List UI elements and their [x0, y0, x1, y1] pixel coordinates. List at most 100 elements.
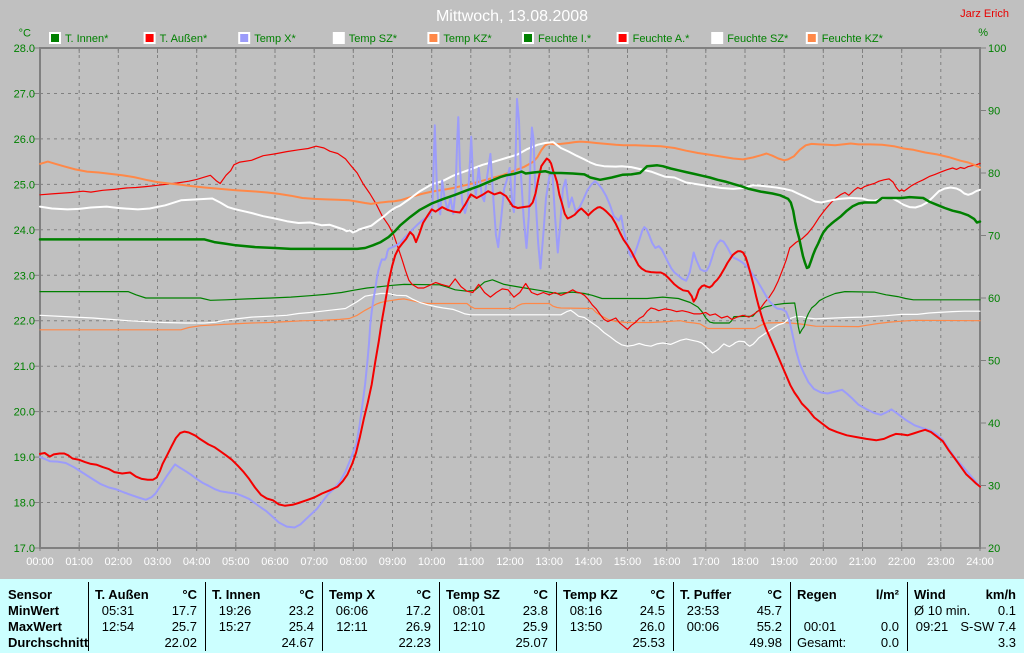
svg-text:T. Außen*: T. Außen*	[160, 33, 208, 45]
svg-text:27.0: 27.0	[14, 89, 35, 101]
svg-text:22:00: 22:00	[888, 556, 916, 568]
svg-text:0.0: 0.0	[881, 635, 899, 650]
svg-text:22.02: 22.02	[164, 635, 197, 650]
svg-text:80: 80	[988, 168, 1000, 180]
svg-text:26.9: 26.9	[406, 619, 431, 634]
svg-text:25.53: 25.53	[632, 635, 665, 650]
svg-text:30: 30	[988, 481, 1000, 493]
svg-text:17.2: 17.2	[406, 603, 431, 618]
svg-text:19:00: 19:00	[770, 556, 798, 568]
svg-text:°C: °C	[533, 587, 548, 602]
svg-text:25.4: 25.4	[289, 619, 314, 634]
svg-text:03:00: 03:00	[144, 556, 172, 568]
svg-text:Durchschnitt: Durchschnitt	[8, 635, 89, 650]
svg-text:12:54: 12:54	[102, 619, 135, 634]
svg-text:50: 50	[988, 356, 1000, 368]
svg-text:%: %	[978, 27, 988, 39]
svg-text:T. Innen: T. Innen	[212, 587, 260, 602]
svg-text:Feuchte KZ*: Feuchte KZ*	[822, 33, 884, 45]
svg-text:25.07: 25.07	[515, 635, 548, 650]
svg-text:08:01: 08:01	[453, 603, 486, 618]
svg-text:19:26: 19:26	[219, 603, 252, 618]
svg-text:24.0: 24.0	[14, 225, 35, 237]
svg-text:Wind: Wind	[914, 587, 946, 602]
svg-text:26.0: 26.0	[14, 134, 35, 146]
svg-text:60: 60	[988, 293, 1000, 305]
svg-text:04:00: 04:00	[183, 556, 211, 568]
svg-text:15:00: 15:00	[614, 556, 642, 568]
svg-text:20:00: 20:00	[810, 556, 838, 568]
svg-text:18.0: 18.0	[14, 498, 35, 510]
svg-text:21:00: 21:00	[849, 556, 877, 568]
svg-text:25.7: 25.7	[172, 619, 197, 634]
svg-text:06:06: 06:06	[336, 603, 369, 618]
svg-text:MaxWert: MaxWert	[8, 619, 63, 634]
svg-text:08:16: 08:16	[570, 603, 603, 618]
svg-text:Temp KZ*: Temp KZ*	[443, 33, 492, 45]
svg-text:05:00: 05:00	[222, 556, 250, 568]
svg-text:08:00: 08:00	[340, 556, 368, 568]
svg-text:Mittwoch, 13.08.2008: Mittwoch, 13.08.2008	[436, 8, 588, 25]
svg-text:22.0: 22.0	[14, 316, 35, 328]
svg-text:15:27: 15:27	[219, 619, 252, 634]
svg-text:100: 100	[988, 43, 1006, 55]
svg-text:21.0: 21.0	[14, 361, 35, 373]
svg-text:09:21: 09:21	[916, 619, 949, 634]
svg-text:19.0: 19.0	[14, 452, 35, 464]
svg-text:07:00: 07:00	[300, 556, 328, 568]
svg-text:23.8: 23.8	[523, 603, 548, 618]
svg-text:02:00: 02:00	[105, 556, 133, 568]
svg-text:km/h: km/h	[986, 587, 1016, 602]
svg-text:12:11: 12:11	[336, 619, 368, 634]
svg-text:°C: °C	[767, 587, 782, 602]
svg-text:Feuchte A.*: Feuchte A.*	[633, 33, 691, 45]
svg-text:12:10: 12:10	[453, 619, 486, 634]
svg-text:Feuchte SZ*: Feuchte SZ*	[727, 33, 789, 45]
svg-text:°C: °C	[650, 587, 665, 602]
svg-text:Temp X*: Temp X*	[254, 33, 296, 45]
svg-text:55.2: 55.2	[757, 619, 782, 634]
svg-text:23.0: 23.0	[14, 270, 35, 282]
svg-text:MinWert: MinWert	[8, 603, 60, 618]
svg-text:T. Puffer: T. Puffer	[680, 587, 731, 602]
svg-text:26.0: 26.0	[640, 619, 665, 634]
svg-text:°C: °C	[299, 587, 314, 602]
svg-text:17.0: 17.0	[14, 543, 35, 555]
svg-text:28.0: 28.0	[14, 43, 35, 55]
svg-text:S-SW 7.4: S-SW 7.4	[960, 619, 1016, 634]
svg-text:25.0: 25.0	[14, 179, 35, 191]
svg-text:24.67: 24.67	[281, 635, 314, 650]
svg-text:20: 20	[988, 543, 1000, 555]
svg-text:3.3: 3.3	[998, 635, 1016, 650]
svg-text:70: 70	[988, 231, 1000, 243]
svg-text:0.0: 0.0	[881, 619, 899, 634]
svg-text:00:00: 00:00	[26, 556, 54, 568]
svg-text:23:53: 23:53	[687, 603, 720, 618]
svg-text:45.7: 45.7	[757, 603, 782, 618]
svg-text:0.1: 0.1	[998, 603, 1016, 618]
svg-text:Gesamt:: Gesamt:	[797, 635, 846, 650]
svg-text:25.9: 25.9	[523, 619, 548, 634]
svg-text:Temp SZ*: Temp SZ*	[349, 33, 398, 45]
svg-text:Temp KZ: Temp KZ	[563, 587, 618, 602]
svg-text:09:00: 09:00	[379, 556, 407, 568]
svg-text:11:00: 11:00	[457, 556, 484, 568]
svg-text:Regen: Regen	[797, 587, 837, 602]
svg-text:05:31: 05:31	[102, 603, 135, 618]
svg-text:17.7: 17.7	[172, 603, 197, 618]
svg-text:Jarz Erich: Jarz Erich	[960, 8, 1009, 20]
svg-text:49.98: 49.98	[749, 635, 782, 650]
svg-text:00:01: 00:01	[804, 619, 837, 634]
svg-text:40: 40	[988, 418, 1000, 430]
svg-text:23.2: 23.2	[289, 603, 314, 618]
svg-text:06:00: 06:00	[261, 556, 289, 568]
svg-text:16:00: 16:00	[653, 556, 681, 568]
svg-text:12:00: 12:00	[496, 556, 524, 568]
svg-text:T. Innen*: T. Innen*	[65, 33, 109, 45]
svg-text:18:00: 18:00	[731, 556, 759, 568]
svg-text:°C: °C	[416, 587, 431, 602]
svg-text:90: 90	[988, 106, 1000, 118]
svg-text:10:00: 10:00	[418, 556, 446, 568]
svg-text:14:00: 14:00	[575, 556, 603, 568]
svg-text:Ø 10 min.: Ø 10 min.	[914, 603, 970, 618]
